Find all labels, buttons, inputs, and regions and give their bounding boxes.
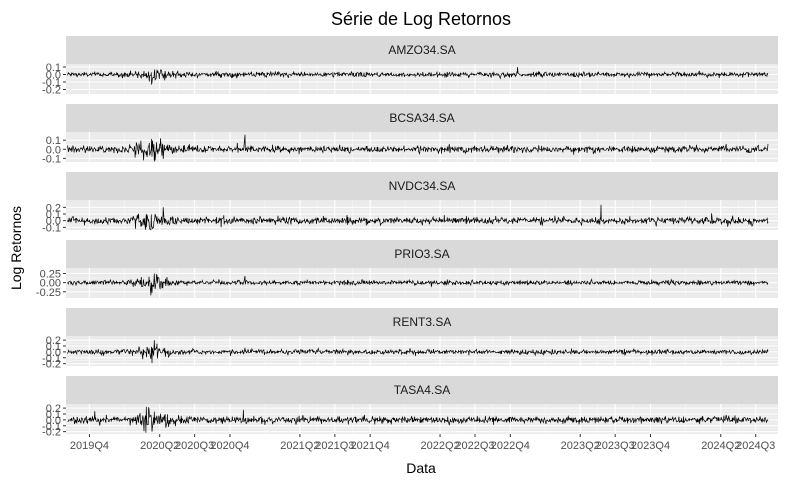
- facet-rent3-sa: RENT3.SA 0.20.10.0-0.1-0.2: [42, 308, 778, 371]
- series-line: [67, 406, 769, 433]
- y-tick-label: -0.2: [42, 427, 61, 439]
- y-tick-label: 0.2: [46, 335, 61, 347]
- facet-strip: [66, 36, 778, 64]
- series-line: [67, 134, 769, 162]
- x-tick-label: 2023Q2: [561, 440, 600, 452]
- panel-background: [66, 132, 778, 162]
- facet-strip: [66, 308, 778, 336]
- y-tick-label: 0.25: [40, 268, 61, 280]
- facet-amzo34-sa: AMZO34.SA 0.10.0-0.1-0.2: [42, 36, 778, 97]
- facet-strip-label: AMZO34.SA: [388, 43, 455, 57]
- y-tick-label: -0.1: [42, 153, 61, 165]
- facet-strip-label: NVDC34.SA: [389, 179, 456, 193]
- x-axis-title: Data: [406, 460, 436, 476]
- y-tick-label: 0.0: [46, 70, 61, 82]
- y-axis-title: Log Retornos: [8, 206, 24, 290]
- y-tick-label: -0.25: [36, 287, 61, 299]
- x-tick-label: 2021Q3: [315, 440, 354, 452]
- facet-strip: [66, 240, 778, 268]
- facet-strip: [66, 104, 778, 132]
- facet-strip-label: TASA4.SA: [394, 383, 450, 397]
- facet-nvdc34-sa: NVDC34.SA 0.20.10.0-0.1: [42, 172, 778, 234]
- y-tick-label: 0.0: [46, 347, 61, 359]
- y-tick-label: -0.1: [42, 77, 61, 89]
- y-tick-label: -0.1: [42, 222, 61, 234]
- series-line: [67, 340, 769, 364]
- x-tick-label: 2022Q2: [420, 440, 459, 452]
- y-tick-label: 0.0: [46, 216, 61, 228]
- y-tick-label: -0.1: [42, 353, 61, 365]
- y-tick-label: 0.1: [46, 409, 61, 421]
- facet-tasa4-sa: TASA4.SA 0.20.10.0-0.1-0.2: [42, 376, 778, 439]
- x-tick-label: 2021Q4: [351, 440, 390, 452]
- y-tick-label: 0.1: [46, 62, 61, 74]
- series-line: [67, 204, 769, 231]
- y-tick-label: 0.00: [40, 278, 61, 290]
- x-tick-label: 2023Q4: [631, 440, 670, 452]
- facet-panels: AMZO34.SA0.10.0-0.1-0.2BCSA34.SA0.10.0-0…: [36, 36, 778, 439]
- y-tick-label: 0.0: [46, 144, 61, 156]
- series-line: [67, 66, 769, 85]
- x-tick-label: 2020Q4: [210, 440, 249, 452]
- y-tick-label: -0.2: [42, 359, 61, 371]
- x-tick-label: 2019Q4: [70, 440, 109, 452]
- x-tick-label: 2023Q3: [596, 440, 635, 452]
- x-tick-label: 2021Q2: [280, 440, 319, 452]
- x-tick-label: 2024Q2: [701, 440, 740, 452]
- facet-strip-label: BCSA34.SA: [389, 111, 454, 125]
- y-tick-label: 0.0: [46, 415, 61, 427]
- facet-prio3-sa: PRIO3.SA 0.250.00-0.25: [36, 240, 778, 299]
- y-tick-label: 0.2: [46, 403, 61, 415]
- x-tick-label: 2022Q3: [455, 440, 494, 452]
- chart-title: Série de Log Retornos: [331, 9, 511, 29]
- y-tick-label: 0.1: [46, 341, 61, 353]
- facet-bcsa34-sa: BCSA34.SA 0.10.0-0.1: [42, 104, 778, 165]
- x-tick-label: 2024Q3: [736, 440, 775, 452]
- y-tick-label: 0.2: [46, 202, 61, 214]
- series-line: [67, 273, 769, 296]
- facet-strip: [66, 376, 778, 404]
- facet-strip-label: RENT3.SA: [393, 315, 452, 329]
- y-tick-label: 0.1: [46, 209, 61, 221]
- panel-background: [66, 200, 778, 230]
- x-tick-label: 2022Q4: [491, 440, 530, 452]
- x-tick-label: 2020Q3: [175, 440, 214, 452]
- x-tick-label: 2020Q2: [140, 440, 179, 452]
- y-tick-label: -0.2: [42, 85, 61, 97]
- y-tick-label: 0.1: [46, 135, 61, 147]
- y-tick-label: -0.1: [42, 421, 61, 433]
- facet-strip: [66, 172, 778, 200]
- facet-strip-label: PRIO3.SA: [394, 247, 449, 261]
